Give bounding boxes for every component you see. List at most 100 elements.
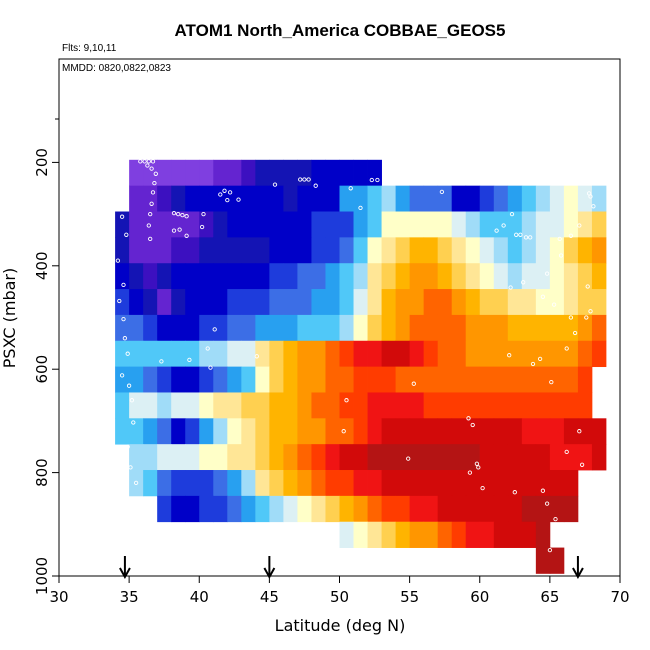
- heatmap-cell: [535, 314, 551, 342]
- heatmap-cell: [311, 211, 326, 238]
- heatmap-cell: [563, 263, 579, 290]
- heatmap-cell: [269, 211, 284, 238]
- heatmap-cell: [409, 237, 425, 264]
- heatmap-cell: [241, 159, 256, 187]
- heatmap-cell: [185, 314, 200, 342]
- observation-point: [145, 163, 150, 168]
- heatmap-cell: [325, 185, 340, 212]
- heatmap-cell: [479, 444, 495, 471]
- heatmap-cell: [367, 470, 382, 497]
- heatmap-cell: [507, 263, 523, 290]
- heatmap-cell: [339, 366, 354, 393]
- observation-point: [564, 449, 569, 455]
- observation-point: [236, 197, 241, 202]
- heatmap-cell: [479, 314, 495, 342]
- heatmap-cell: [549, 547, 565, 574]
- observation-point: [208, 365, 213, 370]
- heatmap-cell: [381, 392, 396, 419]
- observation-point: [348, 186, 353, 191]
- heatmap-cell: [395, 392, 411, 419]
- observation-point: [341, 429, 346, 434]
- heatmap-cell: [325, 211, 340, 238]
- observation-point: [474, 461, 480, 466]
- heatmap-cell: [213, 211, 228, 238]
- heatmap-cell: [241, 495, 256, 523]
- heatmap-cell: [549, 470, 565, 497]
- heatmap-cell: [283, 185, 298, 212]
- latitude-arrow: [572, 556, 584, 580]
- observation-point: [591, 204, 596, 209]
- heatmap-cell: [395, 444, 411, 471]
- heatmap-cell: [353, 211, 368, 238]
- heatmap-cell: [311, 470, 326, 497]
- observation-point: [142, 159, 147, 164]
- observation-point: [153, 171, 158, 176]
- heatmap-cell: [381, 444, 396, 471]
- heatmap-cell: [493, 237, 509, 264]
- observation-point: [358, 205, 363, 211]
- heatmap-cell: [465, 366, 481, 393]
- heatmap-cell: [423, 495, 439, 523]
- observation-point: [138, 159, 143, 164]
- heatmap-cell: [213, 159, 228, 187]
- heatmap-cell: [549, 495, 565, 523]
- heatmap-cell: [157, 263, 172, 290]
- heatmap-cell: [269, 366, 284, 393]
- heatmap-cell: [115, 340, 130, 368]
- heatmap-cell: [283, 289, 298, 316]
- heatmap-cell: [353, 289, 368, 316]
- dates-annotation: MMDD: 0820,0822,0823: [62, 63, 171, 74]
- heatmap-cell: [451, 392, 467, 419]
- heatmap-cell: [465, 392, 481, 419]
- heatmap-cell: [353, 263, 368, 290]
- x-tick-label: 50: [330, 588, 349, 606]
- heatmap-cell: [493, 418, 509, 445]
- heatmap-cell: [507, 289, 523, 316]
- heatmap-cell: [227, 366, 242, 393]
- heatmap-cell: [465, 289, 481, 316]
- heatmap-cell: [381, 470, 396, 497]
- heatmap-cell: [297, 444, 312, 471]
- observation-point: [171, 228, 177, 233]
- heatmap-cell: [451, 314, 467, 342]
- heatmap-cell: [255, 470, 270, 497]
- heatmap-cell: [115, 289, 130, 316]
- heatmap-cell: [535, 547, 551, 574]
- heatmap-cell: [255, 392, 270, 419]
- heatmap-cell: [157, 185, 172, 212]
- heatmap-cell: [381, 314, 396, 342]
- heatmap-cell: [437, 418, 453, 445]
- heatmap-cell: [115, 366, 130, 393]
- heatmap-cell: [199, 444, 214, 471]
- heatmap-cell: [395, 418, 411, 445]
- heatmap-cell: [227, 418, 242, 445]
- heatmap-cell: [451, 470, 467, 497]
- observation-point: [414, 174, 419, 180]
- heatmap-cell: [353, 418, 368, 445]
- observation-point: [121, 282, 126, 288]
- heatmap-cell: [549, 289, 565, 316]
- heatmap-cell: [479, 185, 495, 212]
- observation-point: [564, 346, 569, 351]
- heatmap-cells: [115, 159, 607, 574]
- heatmap-cell: [395, 289, 411, 316]
- observation-point: [544, 501, 550, 506]
- heatmap-cell: [423, 521, 439, 548]
- heatmap-cell: [185, 470, 200, 497]
- heatmap-cell: [549, 392, 565, 419]
- heatmap-cell: [255, 159, 270, 187]
- heatmap-cell: [143, 392, 158, 419]
- heatmap-cell: [521, 444, 537, 471]
- heatmap-cell: [311, 366, 326, 393]
- heatmap-cell: [297, 263, 312, 290]
- heatmap-cell: [339, 211, 354, 238]
- heatmap-cell: [563, 289, 579, 316]
- heatmap-cell: [171, 495, 186, 523]
- heatmap-cell: [549, 237, 565, 264]
- heatmap-cell: [129, 263, 144, 290]
- observation-point: [128, 465, 133, 470]
- x-tick-label: 45: [260, 588, 279, 606]
- heatmap-cell: [591, 444, 607, 471]
- heatmap-cell: [227, 237, 242, 264]
- heatmap-cell: [381, 366, 396, 393]
